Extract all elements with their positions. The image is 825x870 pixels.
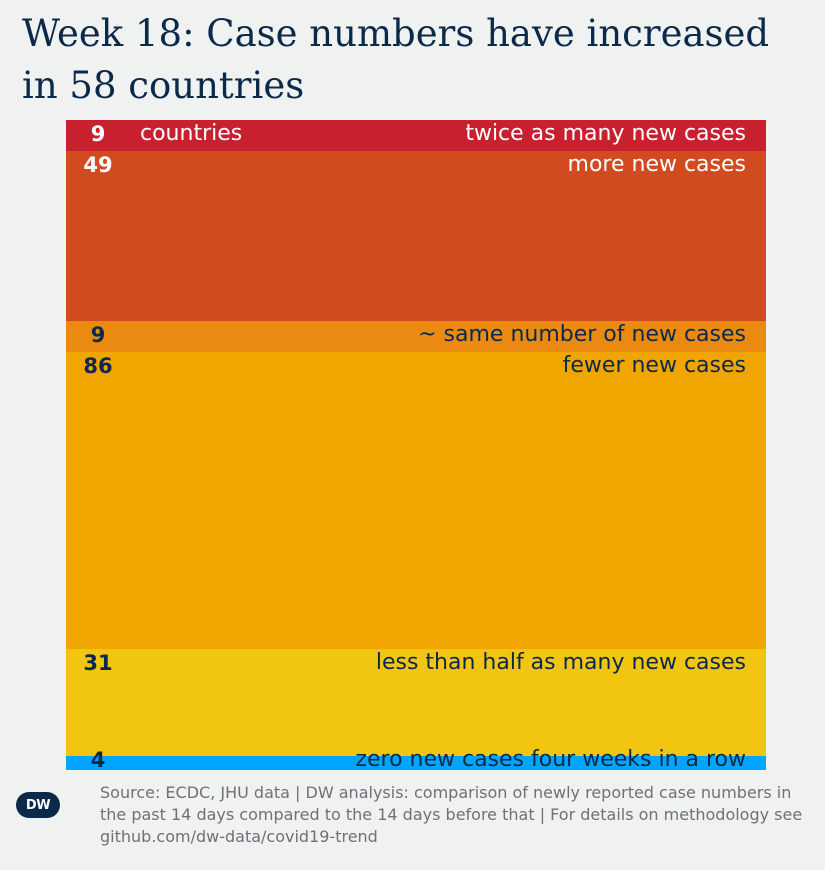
band-2: 9 ~ same number of new cases <box>66 320 766 352</box>
band-count-5: 4 <box>90 748 106 773</box>
band-count-4: 31 <box>83 650 113 675</box>
band-count-2: 9 <box>90 322 106 347</box>
band-0: 9 countries twice as many new cases <box>66 120 766 152</box>
band-count-1: 49 <box>83 153 113 178</box>
band-4: 31 less than half as many new cases <box>66 648 766 757</box>
band-3: 86 fewer new cases <box>66 351 766 649</box>
band-1: 49 more new cases <box>66 151 766 321</box>
unit-label: countries <box>140 121 243 146</box>
band-label-3: fewer new cases <box>562 352 746 378</box>
stacked-chart: 9 countries twice as many new cases 49 more … <box>66 120 766 772</box>
band-count-3: 86 <box>83 353 113 378</box>
band-5: 4 zero new cases four weeks in a row <box>66 747 766 772</box>
band-label-0: twice as many new cases <box>465 121 746 146</box>
footer: DW Source: ECDC, JHU data | DW analysis:… <box>0 780 825 870</box>
band-label-1: more new cases <box>567 152 746 178</box>
chart-title: Week 18: Case numbers have increased in … <box>22 12 770 107</box>
dw-logo-icon: DW <box>16 792 60 818</box>
band-label-4: less than half as many new cases <box>375 649 746 675</box>
band-count-0: 9 <box>90 122 106 146</box>
band-label-5: zero new cases four weeks in a row <box>355 747 746 773</box>
band-label-2: ~ same number of new cases <box>418 321 746 347</box>
source-note: Source: ECDC, JHU data | DW analysis: co… <box>100 783 803 846</box>
